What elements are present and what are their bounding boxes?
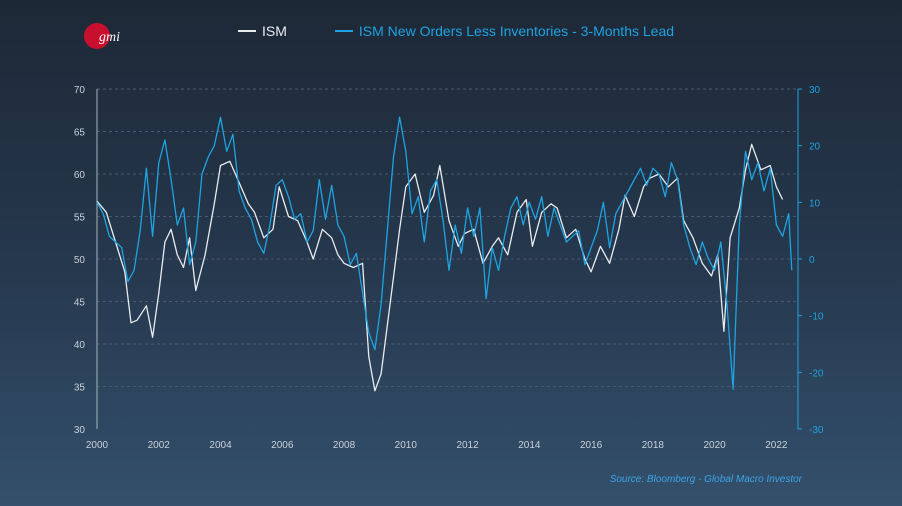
y-left-tick-label: 70 — [74, 85, 86, 96]
source-note: Source: Bloomberg - Global Macro Investo… — [609, 474, 802, 485]
x-tick-label: 2014 — [518, 440, 541, 451]
x-tick-label: 2008 — [333, 440, 356, 451]
legend-label-ism: ISM — [262, 23, 287, 39]
x-tick-label: 2016 — [580, 440, 603, 451]
y-right-tick-label: 30 — [809, 85, 821, 96]
y-left-tick-label: 30 — [74, 425, 86, 436]
y-right-tick-label: 20 — [809, 142, 821, 153]
x-tick-label: 2022 — [765, 440, 788, 451]
y-left-tick-label: 55 — [74, 213, 86, 224]
legend-item-ism: ISM — [238, 23, 287, 39]
legend-swatch-orders — [334, 30, 353, 32]
y-right-tick-label: -10 — [809, 312, 824, 323]
series-line-orders-less-inventories — [96, 116, 793, 390]
y-left-tick-label: 35 — [74, 383, 86, 394]
y-right-tick-label: 0 — [809, 255, 815, 266]
y-left-tick-label: 40 — [74, 340, 86, 351]
y-left-tick-label: 50 — [74, 255, 86, 266]
y-left-tick-label: 60 — [74, 170, 86, 181]
x-tick-label: 2006 — [271, 440, 294, 451]
x-tick-label: 2018 — [642, 440, 665, 451]
x-tick-label: 2010 — [395, 440, 418, 451]
series-line-ism — [96, 143, 784, 392]
y-left-tick-label: 45 — [74, 298, 86, 309]
legend-label-orders: ISM New Orders Less Inventories - 3-Mont… — [358, 23, 675, 39]
chart-legend: ISM ISM New Orders Less Inventories - 3-… — [238, 23, 674, 39]
gmi-logo: gmi — [84, 23, 120, 49]
x-tick-label: 2002 — [148, 440, 171, 451]
legend-swatch-ism — [238, 30, 256, 32]
y-right-tick-label: 10 — [809, 198, 821, 209]
y-left-tick-label: 65 — [74, 128, 86, 139]
x-tick-label: 2012 — [456, 440, 479, 451]
logo-circle — [84, 23, 110, 49]
x-tick-label: 2000 — [86, 440, 109, 451]
y-right-tick-label: -30 — [809, 425, 824, 436]
logo-text: gmi — [99, 30, 120, 45]
x-tick-label: 2004 — [209, 440, 232, 451]
y-right-tick-label: -20 — [809, 368, 824, 379]
legend-item-orders: ISM New Orders Less Inventories - 3-Mont… — [334, 23, 675, 39]
x-tick-label: 2020 — [703, 440, 726, 451]
